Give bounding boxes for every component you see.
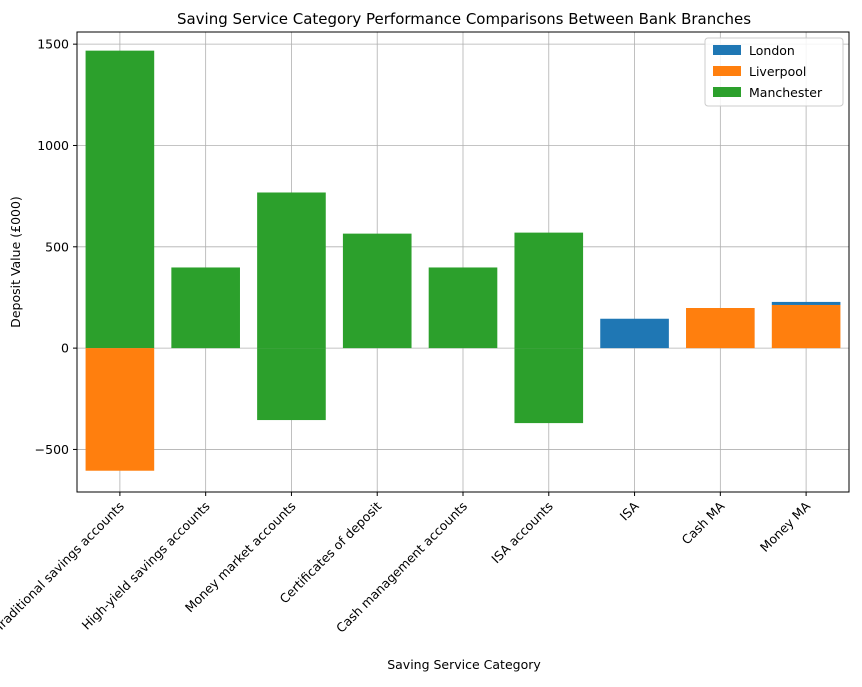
bar-manchester-money-market-accounts bbox=[257, 192, 326, 349]
legend-swatch-liverpool bbox=[713, 66, 741, 76]
y-tick-label: 0 bbox=[61, 341, 69, 356]
y-tick-label: −500 bbox=[35, 442, 69, 457]
bar-manchester-cash-management-accounts bbox=[428, 267, 498, 349]
x-axis-label: Saving Service Category bbox=[387, 657, 541, 672]
bar-liverpool-cash-ma bbox=[686, 308, 755, 349]
legend-swatch-manchester bbox=[713, 87, 741, 97]
bar-manchester-high-yield-savings-accounts bbox=[171, 267, 240, 349]
legend-label-london: London bbox=[749, 43, 795, 58]
bar-london-isa bbox=[600, 318, 669, 349]
bar-manchester-money-market-accounts bbox=[257, 348, 326, 421]
bar-manchester-traditional-savings-accounts bbox=[85, 50, 155, 349]
y-tick-label: 500 bbox=[45, 239, 69, 254]
legend-label-manchester: Manchester bbox=[749, 85, 823, 100]
y-axis-label: Deposit Value (£000) bbox=[8, 196, 23, 328]
legend: London Liverpool Manchester bbox=[704, 37, 844, 107]
bar-manchester-isa-accounts bbox=[514, 232, 584, 349]
legend-label-liverpool: Liverpool bbox=[749, 64, 806, 79]
bar-manchester-isa-accounts bbox=[514, 348, 584, 424]
chart-title: Saving Service Category Performance Comp… bbox=[177, 10, 751, 28]
bar-manchester-certificates-of-deposit bbox=[342, 233, 412, 349]
bar-liverpool-money-ma bbox=[771, 304, 841, 349]
y-tick-label: 1500 bbox=[37, 37, 69, 52]
bar-layer bbox=[85, 50, 841, 471]
legend-swatch-london bbox=[713, 45, 741, 55]
bar-liverpool-traditional-savings-accounts bbox=[85, 348, 155, 471]
bar-london-money-ma bbox=[771, 301, 841, 305]
y-tick-label: 1000 bbox=[37, 138, 69, 153]
